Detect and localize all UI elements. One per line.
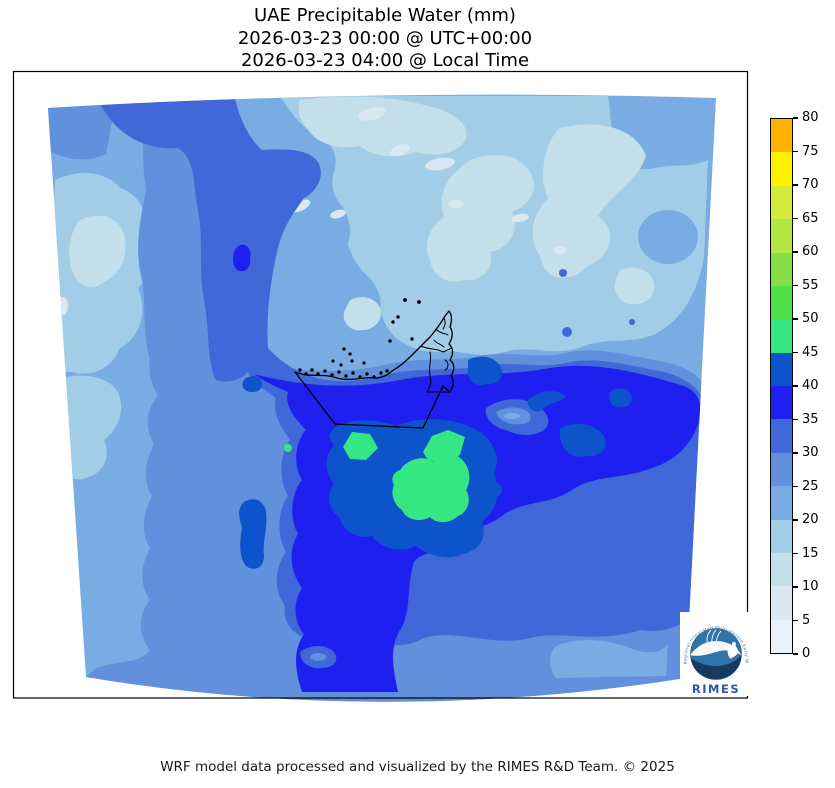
contour-region-20-25mm	[504, 413, 520, 419]
title-line-local: 2026-03-23 04:00 @ Local Time	[240, 50, 530, 71]
contour-region-40-45mm	[242, 376, 262, 393]
contour-region-10-15mm	[69, 215, 126, 287]
contour-region-40-45mm	[609, 388, 632, 408]
contour-region-15-20mm	[62, 375, 122, 480]
title-line-utc: 2026-03-23 00:00 @ UTC+00:00	[237, 27, 533, 49]
contour-field	[48, 94, 716, 702]
contour-region-5-10mm	[358, 107, 386, 121]
map-frame	[12, 70, 749, 699]
contour-region-40-45mm	[467, 356, 503, 386]
contour-region-5-10mm	[511, 213, 529, 223]
colorbar-segment-45-50	[771, 319, 792, 353]
uae-outline	[294, 298, 455, 429]
footer-caption: WRF model data processed and visualized …	[160, 759, 675, 775]
contour-region-10-15mm	[343, 297, 381, 331]
emirate-inner-borders	[420, 317, 453, 393]
contour-region-5-10mm	[330, 209, 346, 219]
colorbar-segment-30-35	[771, 419, 792, 453]
colorbar	[770, 118, 793, 654]
title-line-variable: UAE Precipitable Water (mm)	[254, 5, 516, 26]
colorbar-segment-35-40	[771, 386, 792, 420]
contour-region-25-30mm	[310, 653, 326, 661]
colorbar-segment-65-70	[771, 185, 792, 220]
contour-region-40-45mm	[239, 499, 267, 569]
island-dots	[298, 298, 421, 379]
contour-region-25-30mm	[48, 100, 116, 160]
logo-wordmark: RIMES	[692, 682, 740, 696]
colorbar-segment-60-65	[771, 219, 792, 253]
contour-region-5-10mm	[553, 246, 567, 254]
colorbar-segment-5-10	[771, 586, 792, 620]
contour-region-5-10mm	[58, 297, 68, 315]
colorbar-segment-50-55	[771, 285, 792, 320]
contour-region-30-35mm	[562, 327, 572, 337]
logo-signal-icon	[706, 629, 722, 648]
contour-region-40-45mm	[527, 391, 566, 412]
contour-region-5-10mm	[390, 144, 410, 156]
contour-region-10-15mm	[532, 124, 646, 279]
logo-mountain-wave-icon	[690, 641, 741, 656]
colorbar-segment-40-45	[771, 352, 792, 386]
colorbar-segment-70-75	[771, 152, 792, 186]
uae-coast-and-border	[294, 310, 455, 429]
contour-region-30-35mm	[559, 269, 567, 277]
colorbar-segment-0-5	[771, 619, 792, 653]
contour-region-40-45mm	[488, 483, 502, 497]
contour-region-10-15mm	[298, 96, 467, 157]
contour-region-20-25mm	[550, 640, 668, 678]
contour-region-5-10mm	[448, 200, 464, 208]
logo-figure-head-icon	[732, 642, 736, 646]
contour-region-30-35mm	[629, 319, 635, 325]
contour-region-10-15mm	[614, 267, 655, 305]
colorbar-segment-55-60	[771, 252, 792, 286]
contour-region-30-35mm	[100, 98, 702, 646]
contour-region-40-45mm	[559, 423, 606, 457]
logo-sea-wave-icon	[691, 655, 741, 679]
logo-figure-icon	[727, 645, 738, 659]
figure-title: UAE Precipitable Water (mm) 2026-03-23 0…	[0, 5, 770, 73]
colorbar-segment-10-15	[771, 552, 792, 587]
contour-region-45-50mm	[343, 432, 378, 460]
colorbar-segment-25-30	[771, 452, 792, 487]
colorbar-segment-75-80	[771, 119, 792, 153]
contour-region-5-10mm	[425, 157, 455, 171]
contour-region-10-15mm	[426, 154, 534, 282]
contour-region-45-50mm	[392, 453, 470, 523]
colorbar-segment-15-20	[771, 519, 792, 553]
contour-region-35-40mm	[232, 244, 251, 272]
contour-region-20-25mm	[638, 210, 698, 264]
colorbar-segment-20-25	[771, 486, 792, 520]
contour-region-45-50mm	[284, 444, 292, 452]
